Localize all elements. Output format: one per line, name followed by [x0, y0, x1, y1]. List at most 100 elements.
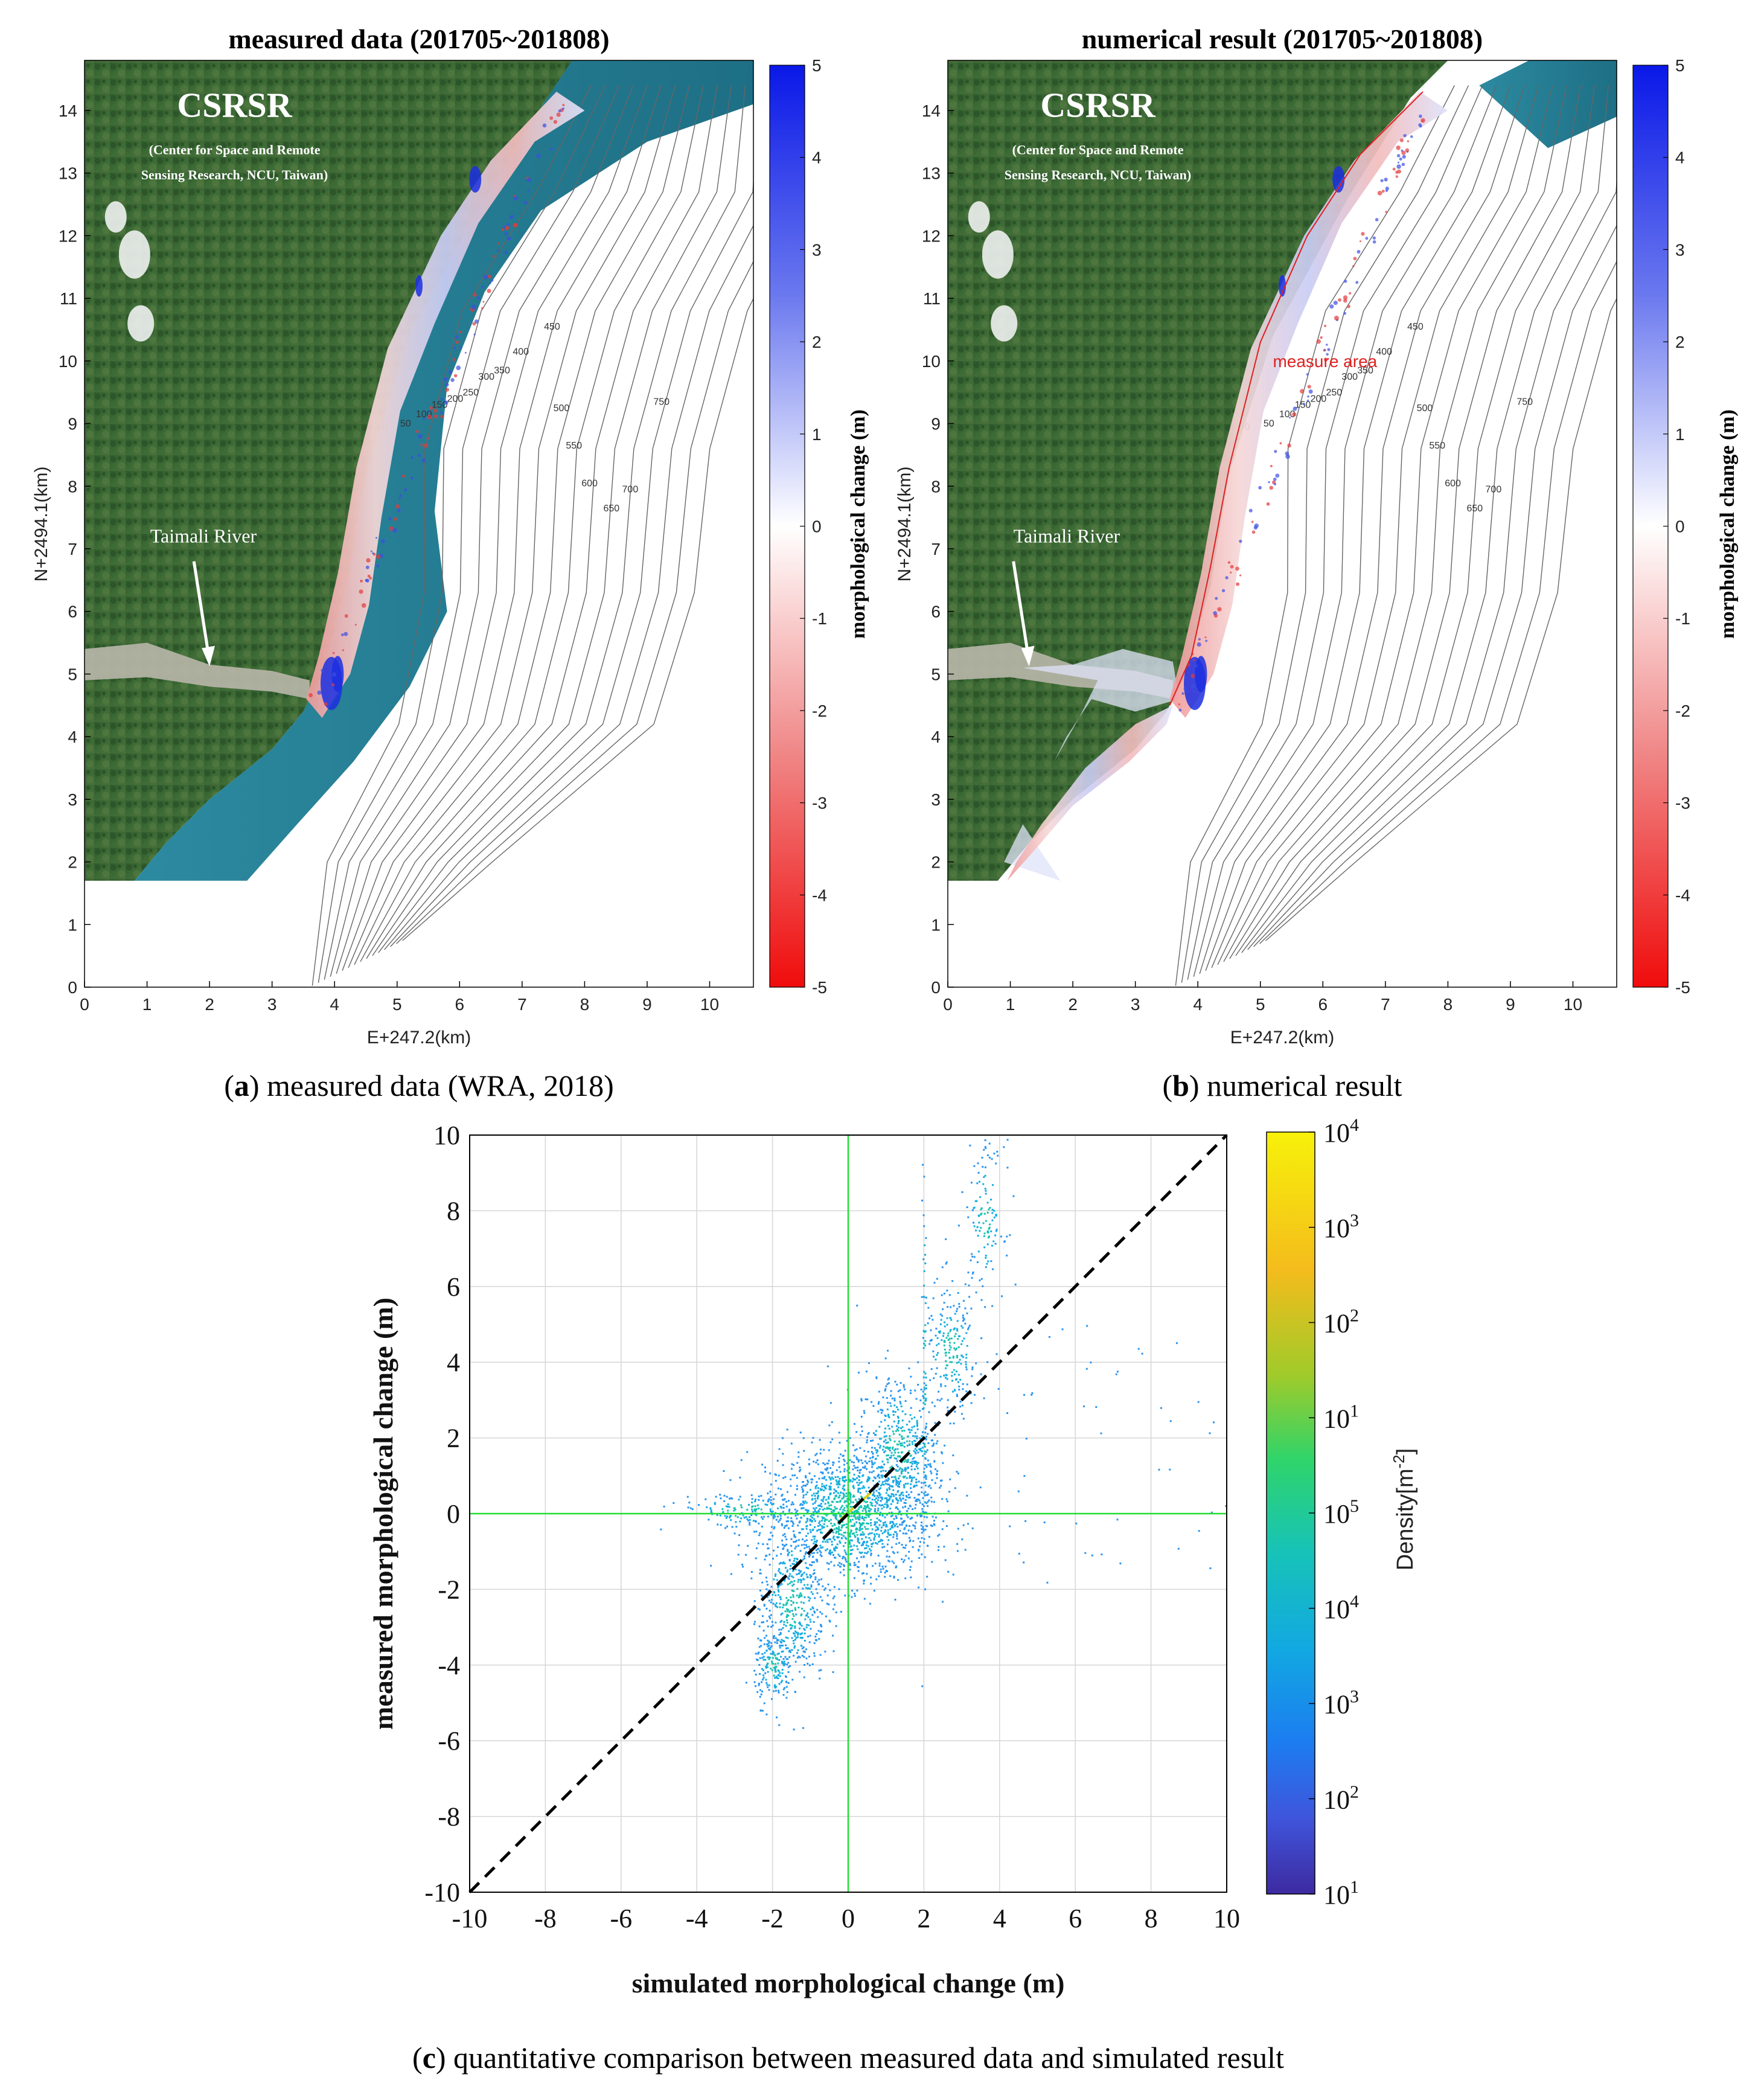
scatter-point-2235 — [828, 1603, 830, 1605]
scatter-point-434 — [889, 1485, 891, 1487]
scatter-point-2856 — [726, 1515, 728, 1518]
scatter-point-1889 — [916, 1422, 918, 1424]
scatter-point-2076 — [768, 1648, 770, 1649]
x-tick-label-b-5: 5 — [1256, 995, 1265, 1014]
scatter-point-158 — [805, 1509, 807, 1511]
scatter-point-2184 — [796, 1558, 798, 1560]
scatter-point-910 — [857, 1488, 860, 1491]
change-speck-a-64 — [556, 112, 561, 117]
scatter-point-2019 — [787, 1583, 789, 1585]
change-speck-a-32 — [332, 651, 335, 654]
scatter-point-1590 — [930, 1466, 932, 1468]
scatter-point-2160 — [821, 1599, 823, 1602]
scatter-point-1671 — [892, 1480, 894, 1482]
cbar-tick-label-a--1: -1 — [812, 609, 827, 628]
scatter-point-2139 — [785, 1602, 788, 1605]
scatter-point-2034 — [779, 1606, 781, 1608]
scatter-point-2410 — [773, 1690, 775, 1692]
scatter-point-3080 — [1177, 1547, 1180, 1550]
scatter-point-2068 — [793, 1633, 796, 1635]
scatter-point-1168 — [901, 1521, 904, 1524]
scatter-point-744 — [849, 1499, 852, 1502]
scatter-point-1361 — [814, 1497, 816, 1500]
scatter-point-1083 — [890, 1493, 893, 1495]
scatter-point-543 — [861, 1523, 863, 1526]
scatter-point-946 — [904, 1502, 907, 1505]
scatter-point-1682 — [906, 1532, 908, 1535]
scatter-point-3001 — [922, 1512, 925, 1514]
y-tick-label-a-7: 7 — [68, 540, 77, 558]
change-speck-b-34 — [1343, 295, 1348, 300]
scatter-point-156 — [843, 1493, 845, 1496]
scatter-point-1183 — [856, 1477, 858, 1479]
density-tick-label-8: 101 — [1323, 1877, 1359, 1910]
scatter-point-2564 — [945, 1238, 947, 1240]
scatter-point-1595 — [875, 1376, 878, 1378]
scatter-point-546 — [840, 1534, 843, 1536]
scatter-point-2087 — [800, 1633, 802, 1635]
scatter-point-1617 — [916, 1467, 919, 1470]
scatter-point-2979 — [705, 1498, 707, 1500]
scatter-point-1135 — [857, 1566, 859, 1568]
change-speck-b-41 — [1395, 170, 1399, 174]
scatter-point-1778 — [884, 1389, 886, 1392]
scatter-point-708 — [865, 1517, 868, 1518]
scatter-point-2541 — [932, 1297, 935, 1299]
scatter-point-2938 — [743, 1517, 746, 1519]
scatter-point-1382 — [864, 1547, 866, 1550]
contour-label-a-50: 50 — [400, 419, 411, 429]
scatter-point-1648 — [922, 1431, 924, 1433]
contour-lines-a — [312, 85, 753, 986]
change-speck-b-107 — [1300, 389, 1305, 394]
scatter-point-167 — [848, 1503, 851, 1505]
scatter-point-2583 — [952, 1390, 954, 1393]
scatter-point-716 — [919, 1502, 921, 1504]
scatter-point-901 — [787, 1520, 789, 1522]
scatter-point-2819 — [971, 1255, 974, 1258]
scatter-point-461 — [915, 1452, 917, 1454]
y-tick-label-b-10: 10 — [922, 352, 941, 371]
scatter-point-2419 — [787, 1666, 790, 1668]
scatter-point-954 — [801, 1508, 803, 1510]
scatter-point-1346 — [849, 1493, 852, 1496]
scatter-point-2748 — [1014, 1284, 1017, 1286]
scatter-point-1304 — [877, 1509, 879, 1512]
scatter-point-404 — [778, 1570, 780, 1572]
scatter-point-2075 — [805, 1614, 807, 1617]
scatter-point-553 — [883, 1441, 885, 1443]
scatter-point-813 — [886, 1500, 889, 1503]
contour-label-b-100: 100 — [1279, 409, 1296, 420]
scatter-point-727 — [881, 1508, 883, 1510]
scatter-point-2968 — [715, 1496, 717, 1498]
scatter-point-1184 — [823, 1496, 825, 1498]
scatter-point-2745 — [985, 1266, 987, 1269]
scatter-point-1453 — [901, 1438, 903, 1440]
scatter-point-2638 — [966, 1345, 968, 1347]
scatter-point-295 — [893, 1525, 896, 1528]
scatter-point-2203 — [792, 1594, 794, 1596]
scatter-point-1290 — [825, 1499, 828, 1501]
scatter-point-2953 — [738, 1499, 740, 1501]
scatter-point-619 — [755, 1557, 757, 1560]
scatter-point-2821 — [973, 1221, 974, 1224]
change-speck-b-40 — [1397, 161, 1399, 164]
scatter-point-2251 — [750, 1571, 753, 1573]
scatter-point-636 — [852, 1479, 855, 1481]
scatter-point-1694 — [893, 1400, 896, 1401]
scatter-point-1108 — [842, 1524, 845, 1526]
scatter-point-1227 — [799, 1470, 801, 1473]
scatter-point-1302 — [770, 1502, 772, 1504]
scatter-point-667 — [826, 1518, 828, 1521]
scatter-point-2835 — [961, 1191, 963, 1193]
density-tick-label-6: 103 — [1323, 1687, 1359, 1720]
scatter-point-29 — [765, 1576, 767, 1579]
scatter-point-317 — [843, 1494, 845, 1497]
scatter-point-614 — [895, 1494, 897, 1496]
scatter-point-597 — [814, 1508, 816, 1511]
scatter-point-373 — [842, 1454, 844, 1457]
cbar-tick-label-a-1: 1 — [812, 425, 822, 444]
scatter-point-3010 — [922, 1337, 924, 1339]
scatter-point-969 — [825, 1514, 828, 1517]
scatter-point-2335 — [791, 1589, 793, 1592]
scatter-point-1097 — [813, 1475, 816, 1477]
